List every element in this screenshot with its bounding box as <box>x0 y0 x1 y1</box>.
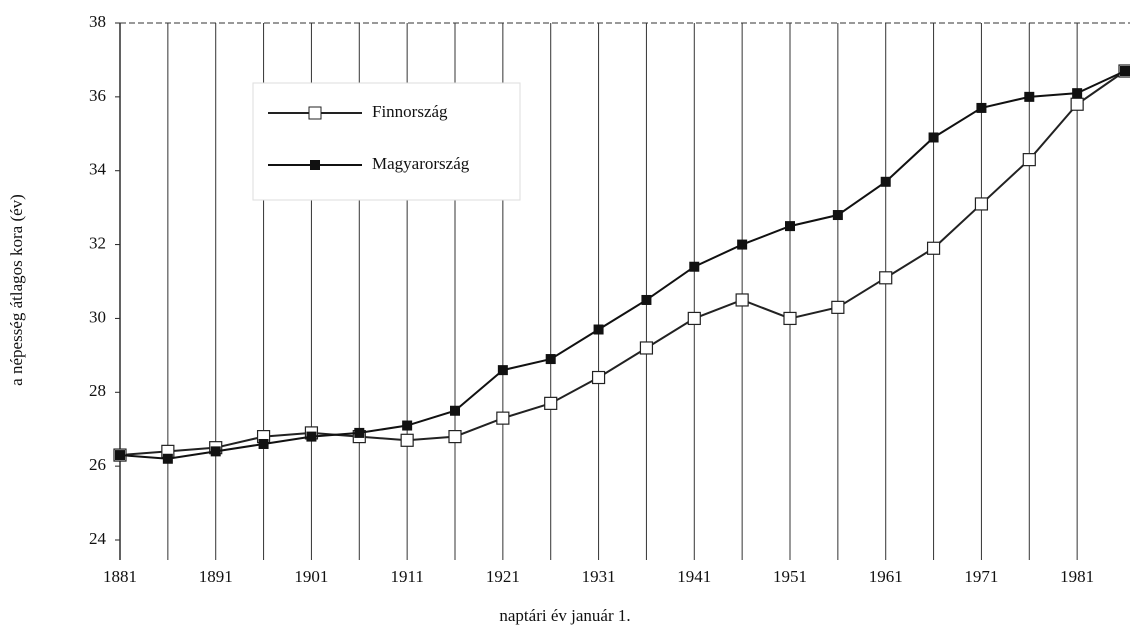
marker <box>497 365 508 376</box>
x-tick-label: 1961 <box>869 567 903 586</box>
y-tick-label: 28 <box>89 381 106 400</box>
marker <box>593 324 604 335</box>
marker <box>880 176 891 187</box>
y-tick-label: 38 <box>89 12 106 31</box>
marker <box>831 300 845 314</box>
marker <box>689 261 700 272</box>
x-tick-label: 1901 <box>294 567 328 586</box>
series-line <box>119 70 1126 460</box>
marker <box>974 197 989 211</box>
legend-marker <box>310 160 320 170</box>
marker <box>1070 97 1084 111</box>
marker <box>641 294 652 305</box>
x-tick-label: 1881 <box>103 567 137 586</box>
marker <box>354 427 365 438</box>
marker <box>737 239 748 250</box>
x-tick-label: 1921 <box>486 567 520 586</box>
marker <box>402 420 413 431</box>
x-tick-label: 1931 <box>582 567 616 586</box>
marker <box>687 311 701 326</box>
y-tick-label: 34 <box>89 160 107 179</box>
marker <box>1024 91 1035 102</box>
marker <box>258 438 269 449</box>
marker <box>1120 66 1130 77</box>
x-tick-label: 1951 <box>773 567 807 586</box>
marker <box>783 311 797 326</box>
marker <box>832 210 843 221</box>
x-tick-label: 1891 <box>199 567 233 586</box>
x-tick-label: 1981 <box>1060 567 1094 586</box>
marker <box>450 405 460 416</box>
legend-marker <box>308 106 322 120</box>
marker <box>545 354 556 365</box>
marker <box>448 430 462 444</box>
marker <box>1022 153 1036 167</box>
series-line <box>119 70 1126 457</box>
marker <box>400 433 414 447</box>
y-tick-label: 36 <box>89 86 106 105</box>
marker <box>162 453 173 464</box>
legend-label: Magyarország <box>372 154 470 173</box>
marker <box>926 241 941 255</box>
marker <box>785 221 795 232</box>
y-tick-label: 26 <box>89 455 106 474</box>
x-axis-label: naptári év január 1. <box>499 606 630 625</box>
marker <box>639 341 654 355</box>
marker <box>591 370 606 385</box>
marker <box>976 102 987 113</box>
marker <box>879 271 893 285</box>
legend-box <box>252 82 521 201</box>
legend-label: Finnország <box>372 102 448 121</box>
marker <box>1072 88 1083 99</box>
marker <box>496 411 510 425</box>
y-tick-label: 24 <box>89 529 107 548</box>
marker <box>928 132 939 143</box>
x-tick-label: 1941 <box>677 567 711 586</box>
x-tick-label: 1911 <box>390 567 423 586</box>
marker <box>544 396 558 410</box>
marker <box>306 431 317 442</box>
y-axis-label: a népesség átlagos kora (év) <box>7 194 26 386</box>
y-tick-label: 32 <box>89 233 106 252</box>
y-tick-label: 30 <box>89 307 106 326</box>
marker <box>735 293 749 307</box>
marker <box>210 446 221 457</box>
x-tick-label: 1971 <box>964 567 998 586</box>
marker <box>115 450 125 461</box>
